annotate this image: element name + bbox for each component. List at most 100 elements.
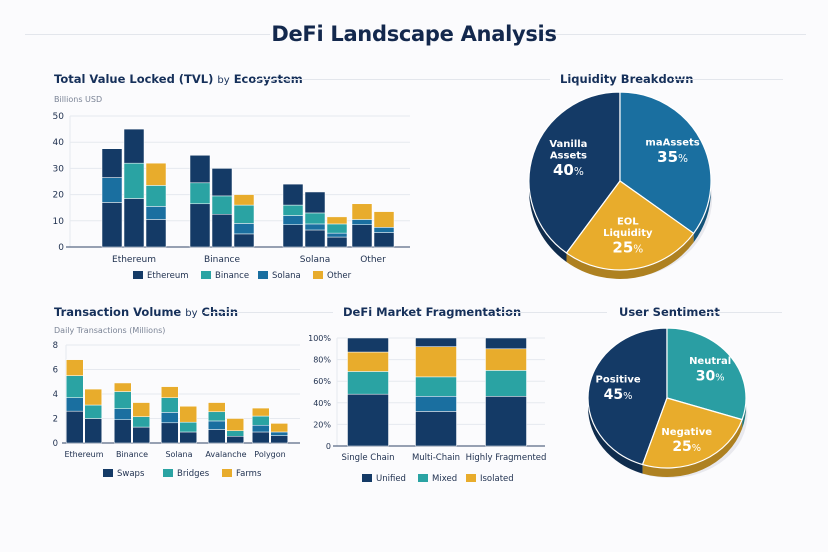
bar-segment — [84, 388, 102, 406]
bar-segment — [211, 195, 233, 215]
sentiment-title-rule — [707, 312, 782, 313]
legend-swatch — [103, 469, 113, 477]
tvl-chart: 0 10 20 30 40 50 Ethereum Binance Solana Other Eth… — [53, 112, 410, 281]
bar-segment — [233, 204, 255, 224]
bar-segment — [252, 424, 270, 433]
bar-segment — [373, 232, 395, 248]
bar-segment — [351, 224, 373, 248]
txvol-title-by: by — [185, 308, 198, 319]
legend-swatch — [313, 271, 323, 279]
txvol-title-main: Transaction Volume — [54, 305, 182, 319]
liquidity-rule-right — [673, 79, 783, 80]
y-tick-label: 60% — [313, 377, 331, 386]
bar-segment — [282, 215, 304, 225]
bar-segment — [66, 397, 84, 412]
bar-segment — [282, 183, 304, 206]
frag-title-rule — [495, 312, 607, 313]
pie-slice-label: Assets — [550, 150, 587, 161]
bar-segment — [485, 370, 527, 397]
pie-slice-label: Vanilla — [549, 139, 587, 150]
bar-segment — [123, 198, 145, 248]
legend-label: Solana — [272, 271, 301, 281]
pie-slice-side — [588, 398, 643, 474]
pie-slice — [565, 180, 695, 271]
bar-segment — [373, 227, 395, 233]
bar-segment — [123, 128, 145, 164]
percent-sign: % — [678, 153, 688, 165]
bar-segment — [326, 232, 348, 238]
bar-segment — [189, 182, 211, 205]
pie-slice-percent: 25% — [612, 239, 643, 257]
bar-segment — [179, 431, 197, 444]
y-tick-label: 10 — [53, 217, 65, 227]
legend-swatch — [466, 474, 476, 482]
bar-segment — [208, 411, 226, 422]
pie-slice-percent: 30% — [696, 368, 725, 384]
pie-slice-percent: 35% — [657, 148, 688, 166]
bar-segment — [145, 206, 167, 220]
bar-segment — [179, 421, 197, 433]
bar-segment — [226, 418, 244, 431]
bar-segment — [84, 418, 102, 444]
bar-segment — [351, 219, 373, 225]
bar-segment — [114, 408, 132, 420]
bar-segment — [161, 397, 179, 413]
y-tick-label: 80% — [313, 356, 331, 365]
legend-swatch — [222, 469, 232, 477]
bar-segment — [233, 223, 255, 235]
legend-label: Other — [327, 271, 352, 281]
bar-segment — [208, 402, 226, 413]
legend-label: Unified — [376, 474, 406, 484]
y-tick-label: 2 — [53, 415, 58, 425]
bar-segment — [415, 346, 457, 378]
bar-segment — [252, 415, 270, 426]
bar-segment — [211, 214, 233, 248]
pie-slice-percent: 40% — [553, 161, 584, 179]
bar-segment — [211, 168, 233, 197]
legend-label: Farms — [236, 469, 262, 479]
title-rule-left — [25, 34, 270, 35]
bar-segment — [326, 216, 348, 225]
bar-segment — [270, 435, 288, 444]
x-category-label: Avalanche — [205, 450, 246, 459]
legend-label: Mixed — [432, 474, 457, 484]
percent-sign: % — [574, 166, 584, 178]
bar-segment — [347, 351, 389, 372]
bar-segment — [415, 411, 457, 447]
bar-segment — [101, 202, 123, 248]
bar-segment — [66, 410, 84, 444]
bar-segment — [189, 155, 211, 184]
bar-segment — [233, 194, 255, 206]
pie-slice-percent: 45% — [604, 387, 633, 403]
bar-segment — [415, 396, 457, 412]
bar-segment — [123, 162, 145, 199]
x-category-label: Multi-Chain — [412, 453, 460, 463]
percent-sign: % — [715, 372, 724, 383]
percent-sign: % — [692, 443, 701, 454]
bar-segment — [132, 426, 150, 444]
legend-swatch — [201, 271, 211, 279]
x-category-label: Solana — [300, 255, 330, 265]
bar-segment — [415, 376, 457, 397]
txvol-title-rule — [203, 312, 333, 313]
bar-segment — [226, 430, 244, 437]
legend-swatch — [258, 271, 268, 279]
bar-segment — [326, 236, 348, 248]
bar-segment — [415, 337, 457, 347]
bar-segment — [145, 162, 167, 186]
legend-swatch — [133, 271, 143, 279]
bar-segment — [84, 404, 102, 419]
x-category-label: Ethereum — [64, 450, 103, 459]
liquidity-rule-left — [500, 79, 550, 80]
pie-slice-side — [529, 181, 567, 263]
bar-segment — [233, 233, 255, 248]
bar-segment — [347, 337, 389, 353]
bar-segment — [161, 386, 179, 398]
bar-segment — [66, 359, 84, 376]
x-category-label: Binance — [116, 450, 148, 459]
legend-label: Isolated — [480, 474, 514, 484]
bar-segment — [373, 211, 395, 228]
y-tick-label: 6 — [53, 366, 58, 376]
bar-segment — [282, 204, 304, 216]
